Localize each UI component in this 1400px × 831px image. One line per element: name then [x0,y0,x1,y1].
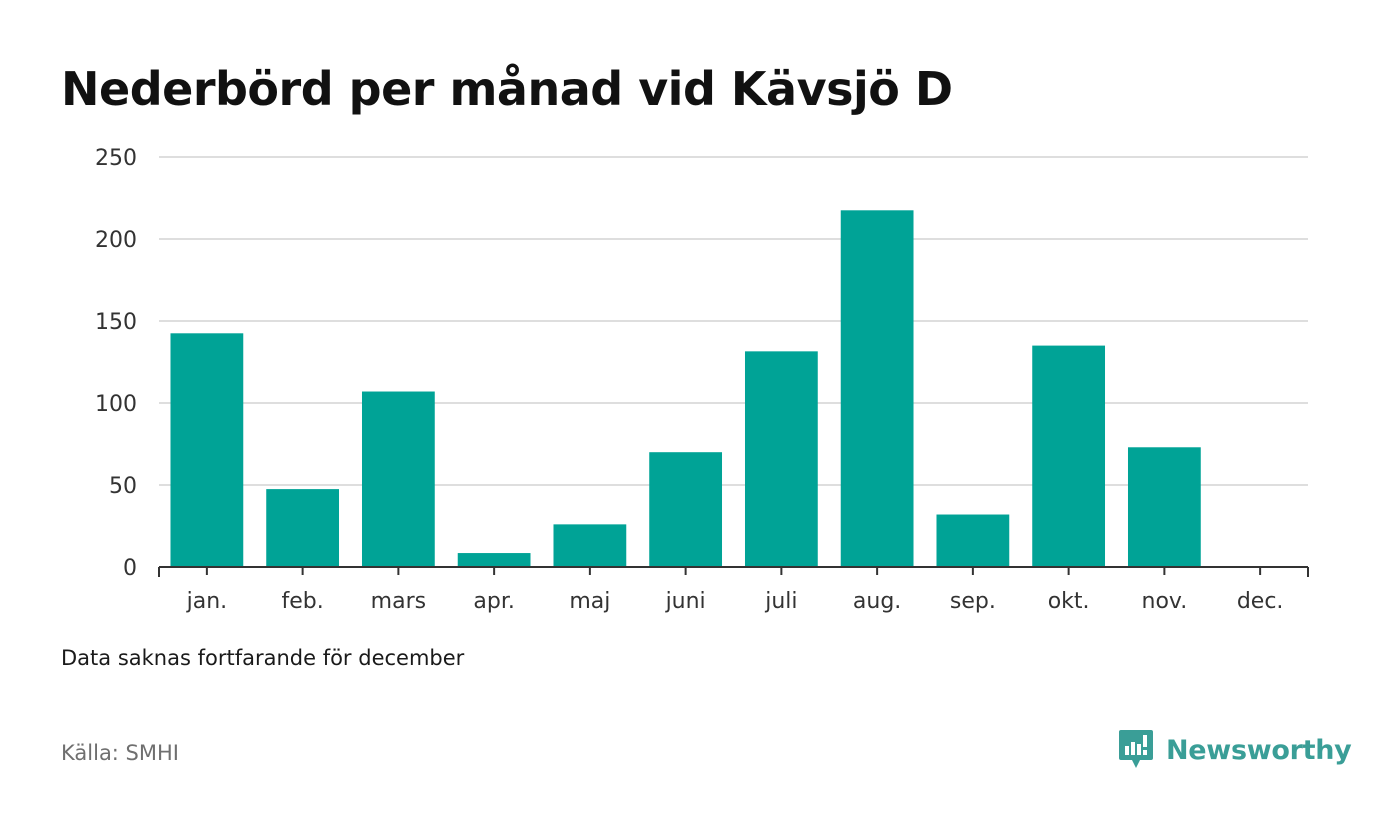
x-tick-label: apr. [473,589,514,614]
source-label: Källa: SMHI [61,741,179,765]
chart-note: Data saknas fortfarande för december [61,646,465,670]
x-tick-label: sep. [950,589,996,614]
bar-juni [649,452,723,567]
bar-nov [1127,447,1201,567]
gridlines [159,156,1308,486]
bar-apr [457,553,531,567]
bar-maj [553,524,627,567]
bar-okt [1032,345,1106,567]
x-tick-label: aug. [853,589,901,614]
bar-aug [840,210,914,568]
x-tick-label: nov. [1142,589,1188,614]
x-tick-label: juni [665,589,706,614]
x-tick-label: maj [569,589,610,614]
y-tick-label: 0 [123,556,137,581]
bar-jan [170,333,244,567]
brand-logo: Newsworthy [1118,728,1352,772]
x-tick-label: jan. [186,589,228,614]
x-tick-label: juli [764,589,797,614]
x-tick-label: okt. [1048,589,1090,614]
bars [170,210,1201,568]
y-tick-label: 100 [95,392,137,417]
bar-mars [361,391,435,567]
bar-sep [936,514,1010,567]
x-tick-label: dec. [1237,589,1284,614]
y-tick-label: 250 [95,146,137,171]
y-tick-label: 50 [109,474,137,499]
chart-title: Nederbörd per månad vid Kävsjö D [61,62,953,116]
x-tick-label: feb. [282,589,324,614]
x-axis: jan. feb. mars apr. maj juni juli aug. sep. okt. n… [158,566,1309,614]
y-tick-label: 150 [95,310,137,335]
newsworthy-logo-icon [1119,730,1153,768]
bar-juli [744,351,818,567]
y-axis-ticks: 0 50 100 150 200 250 [95,146,137,581]
x-tick-label: mars [371,589,426,614]
brand-name: Newsworthy [1166,734,1352,766]
y-tick-label: 200 [95,228,137,253]
bar-feb [266,489,340,567]
